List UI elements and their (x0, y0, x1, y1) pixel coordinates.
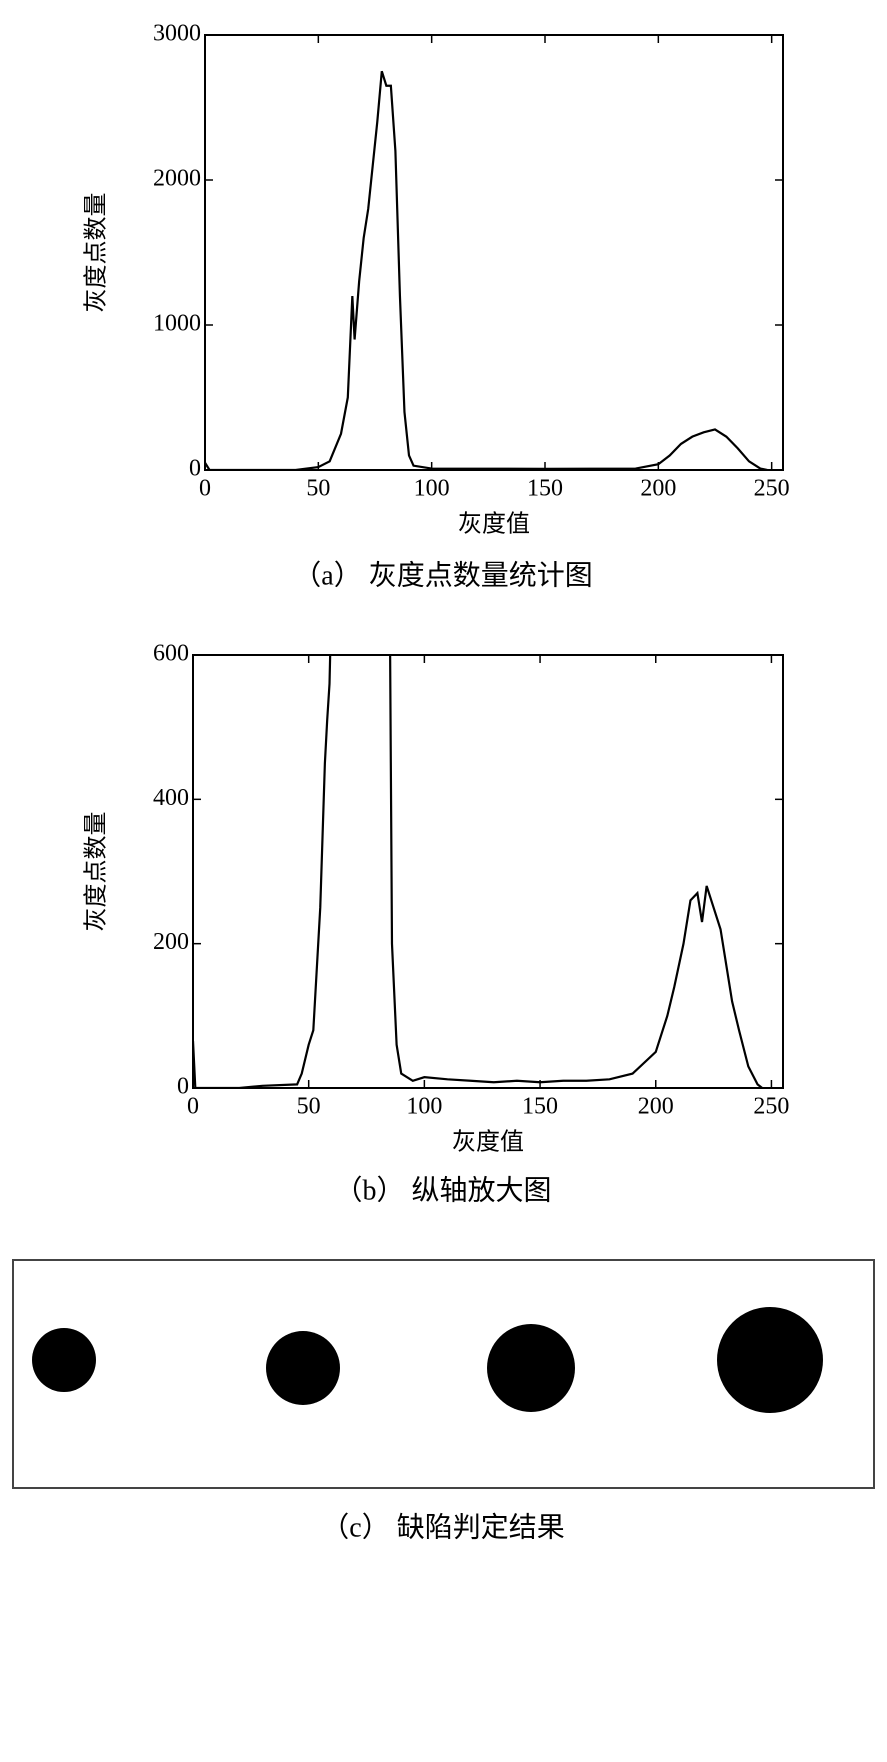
histogram-line (205, 70, 768, 470)
plot-frame (204, 34, 784, 471)
x-tick-label: 100 (406, 1094, 442, 1120)
defect (266, 1331, 340, 1405)
x-tick-label: 100 (414, 476, 450, 502)
caption: （b） 纵轴放大图 (334, 1174, 551, 1206)
x-tick-label: 150 (527, 476, 563, 502)
y-axis-label: 灰度点数量 (83, 812, 110, 932)
y-tick-label: 3000 (153, 21, 201, 47)
x-tick-label: 250 (754, 476, 790, 502)
x-tick-label: 200 (640, 476, 676, 502)
x-tick-label: 50 (297, 1094, 321, 1120)
caption: （c） 缺陷判定结果 (321, 1511, 564, 1543)
plot-frame (192, 654, 784, 1089)
x-tick-label: 0 (187, 1094, 199, 1120)
y-tick-label: 400 (153, 785, 189, 811)
histogram-line (193, 655, 763, 1088)
caption: （a） 灰度点数量统计图 (293, 559, 592, 591)
x-tick-label: 250 (753, 1094, 789, 1120)
y-tick-label: 0 (177, 1074, 189, 1100)
y-tick-label: 200 (153, 929, 189, 955)
y-tick-label: 0 (189, 456, 201, 482)
defect (717, 1307, 823, 1413)
x-tick-label: 200 (638, 1094, 674, 1120)
x-axis-label: 灰度值 (452, 1129, 524, 1156)
y-axis-label: 灰度点数量 (83, 193, 110, 313)
x-tick-label: 0 (199, 476, 211, 502)
y-tick-label: 600 (153, 641, 189, 667)
y-tick-label: 2000 (153, 166, 201, 192)
x-tick-label: 50 (306, 476, 330, 502)
x-axis-label: 灰度值 (458, 511, 530, 538)
y-tick-label: 1000 (153, 311, 201, 337)
defect-image (12, 1259, 875, 1489)
defect (32, 1328, 96, 1392)
x-tick-label: 150 (522, 1094, 558, 1120)
defect (487, 1324, 575, 1412)
